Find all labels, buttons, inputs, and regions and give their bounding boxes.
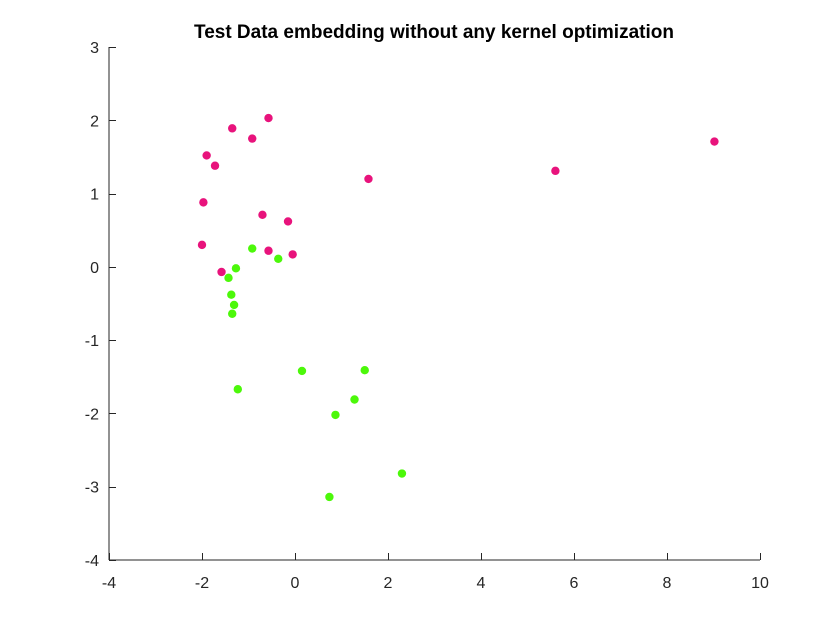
data-point-series-1 [258, 210, 267, 220]
y-tick-label: -4 [85, 553, 99, 570]
data-point-series-1 [710, 137, 719, 146]
data-point-series-1 [283, 217, 293, 226]
data-point-series-1 [210, 161, 220, 170]
data-point-series-2 [360, 365, 369, 375]
data-point-series-2 [228, 309, 237, 318]
data-point-series-2 [227, 290, 236, 299]
data-point-series-2 [274, 254, 283, 263]
data-point-series-2 [397, 469, 407, 478]
axes: -4 -2 0 2 4 6 8 10 -4 -3 -2 -1 0 1 2 3 [85, 40, 769, 592]
x-tick-label: 0 [291, 575, 300, 592]
x-tick-label: 10 [751, 575, 769, 592]
data-point-series-2 [350, 395, 359, 404]
data-point-series-1 [199, 198, 208, 207]
data-point-series-1 [288, 250, 297, 259]
data-point-series-2 [248, 244, 257, 253]
y-tick-label: 1 [90, 187, 99, 204]
data-point-series-1 [264, 113, 273, 123]
x-tick-label: 4 [477, 575, 486, 592]
data-point-series-2 [224, 273, 233, 283]
data-point-series-1 [217, 267, 226, 277]
x-tick-label: 6 [570, 575, 579, 592]
data-point-series-1 [248, 134, 257, 143]
y-tick-label: 2 [90, 113, 99, 130]
data-point-series-2 [231, 264, 241, 273]
y-tick-label: -2 [85, 406, 99, 423]
data-point-series-1 [228, 124, 237, 133]
y-tick-label: 3 [90, 40, 99, 57]
data-point-series-1 [197, 240, 207, 250]
data-point-series-2 [297, 366, 307, 376]
x-tick-label: -4 [102, 575, 116, 592]
data-point-series-2 [233, 385, 243, 394]
data-point-series-1 [202, 151, 211, 160]
y-tick-label: -3 [85, 480, 99, 497]
chart-title: Test Data embedding without any kernel o… [194, 22, 674, 43]
y-tick-label: 0 [90, 260, 99, 277]
data-point-series-1 [264, 246, 273, 255]
data-point-series-1 [551, 166, 560, 176]
x-tick-label: 8 [663, 575, 672, 592]
y-tick-label: -1 [85, 333, 99, 350]
x-tick-label: -2 [195, 575, 209, 592]
x-tick-label: 2 [384, 575, 393, 592]
data-point-series-2 [325, 492, 334, 502]
data-point-series-2 [331, 410, 340, 420]
data-point-series-2 [229, 300, 239, 310]
data-point-series-1 [364, 174, 373, 184]
data-points [197, 113, 719, 502]
